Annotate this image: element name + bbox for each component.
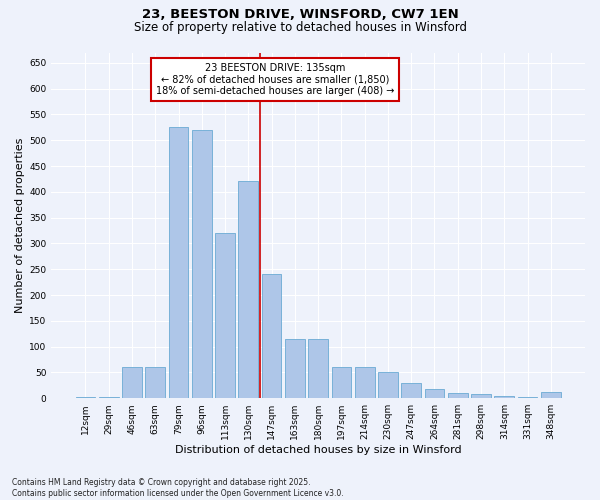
Bar (308, 339, 328, 398)
Text: 23, BEESTON DRIVE, WINSFORD, CW7 1EN: 23, BEESTON DRIVE, WINSFORD, CW7 1EN (142, 8, 458, 20)
Bar (238, 182, 258, 398)
Y-axis label: Number of detached properties: Number of detached properties (15, 138, 25, 313)
Bar (448, 393, 467, 398)
Bar (518, 397, 538, 398)
Bar (332, 367, 352, 398)
Text: Size of property relative to detached houses in Winsford: Size of property relative to detached ho… (133, 21, 467, 34)
Bar (471, 394, 491, 398)
Bar (122, 367, 142, 398)
Bar (262, 274, 281, 398)
Bar (425, 389, 445, 398)
Bar (494, 396, 514, 398)
Bar (541, 392, 561, 398)
Bar (169, 128, 188, 398)
Bar (192, 130, 212, 398)
Bar (401, 382, 421, 398)
X-axis label: Distribution of detached houses by size in Winsford: Distribution of detached houses by size … (175, 445, 461, 455)
Bar (145, 367, 165, 398)
Bar (355, 367, 374, 398)
Text: Contains HM Land Registry data © Crown copyright and database right 2025.
Contai: Contains HM Land Registry data © Crown c… (12, 478, 344, 498)
Text: 23 BEESTON DRIVE: 135sqm
← 82% of detached houses are smaller (1,850)
18% of sem: 23 BEESTON DRIVE: 135sqm ← 82% of detach… (156, 63, 395, 96)
Bar (76, 397, 95, 398)
Bar (215, 233, 235, 398)
Bar (378, 372, 398, 398)
Bar (285, 339, 305, 398)
Bar (99, 397, 119, 398)
